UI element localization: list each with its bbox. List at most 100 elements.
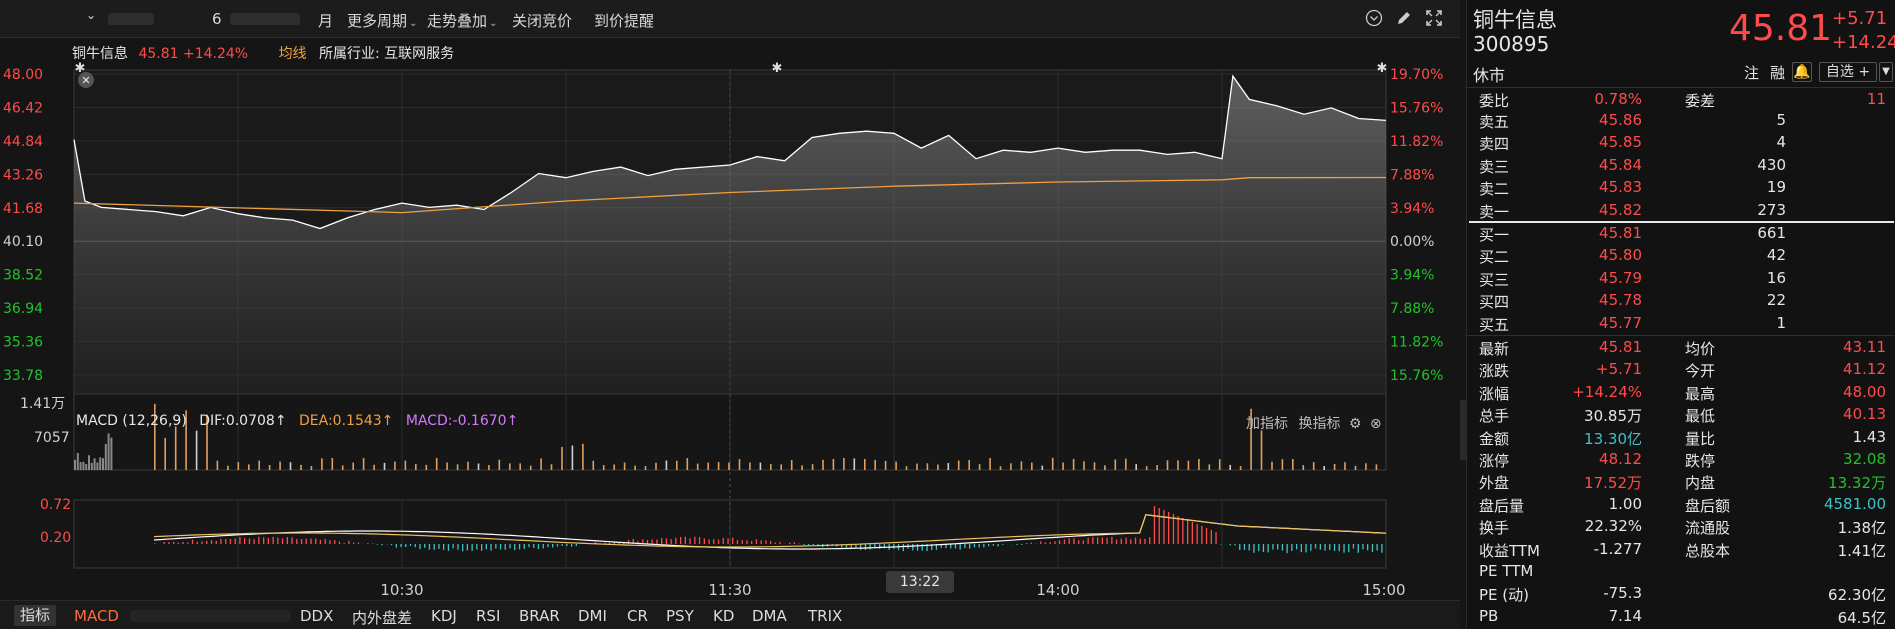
volume-bar <box>592 460 595 470</box>
volume-bar <box>1041 465 1044 470</box>
macd-histogram-bar <box>575 544 577 546</box>
volume-bar <box>926 463 929 470</box>
macd-histogram-bar <box>400 544 402 547</box>
stat-label: 盘后额 <box>1685 496 1731 515</box>
tab-cr[interactable]: CR <box>627 607 648 625</box>
bid-price: 45.80 <box>1599 246 1642 265</box>
macd-histogram-bar <box>196 541 198 544</box>
volume-bar <box>770 464 772 470</box>
tab-macd[interactable]: MACD <box>74 607 119 625</box>
volume-bar <box>561 446 563 470</box>
volume-bar <box>790 460 793 470</box>
volume-bar <box>999 466 1002 470</box>
switch-indicator-button[interactable]: 换指标 <box>1298 416 1341 432</box>
price-axis-tick: 36.94 <box>3 301 43 317</box>
volume-bar <box>102 458 104 470</box>
macd-histogram-bar <box>528 544 530 548</box>
macd-histogram-bar <box>1300 544 1302 553</box>
tab-indicator[interactable]: 指标 <box>14 605 57 626</box>
panel-collapse-handle[interactable] <box>1460 400 1466 460</box>
add-watchlist-button[interactable]: 自选 + <box>1819 62 1877 82</box>
macd-histogram-bar <box>424 544 426 548</box>
macd-histogram-bar <box>1153 506 1156 544</box>
macd-histogram-bar <box>1016 544 1018 545</box>
close-auction-button[interactable]: 关闭竞价 <box>512 12 573 30</box>
tab-kd[interactable]: KD <box>713 607 735 625</box>
tab-inner-outer[interactable]: 内外盘差 <box>352 609 413 627</box>
macd-histogram-bar <box>1338 544 1340 552</box>
macd-histogram-bar <box>305 538 307 544</box>
volume-bar <box>93 458 96 470</box>
tab-kdj[interactable]: KDJ <box>431 607 457 625</box>
macd-histogram-bar <box>1187 520 1189 544</box>
pen-draw-icon[interactable] <box>1394 9 1414 29</box>
tab-dmi[interactable]: DMI <box>578 607 607 625</box>
macd-histogram-bar <box>1376 544 1378 551</box>
price-axis-tick: 41.68 <box>3 201 43 217</box>
pct-axis-tick: 7.88% <box>1390 301 1434 317</box>
period-dropdown-icon[interactable]: ⌄ <box>86 8 97 22</box>
volume-bar <box>602 465 605 470</box>
volume-bar <box>341 465 344 470</box>
tab-psy[interactable]: PSY <box>666 607 694 625</box>
period-tab-6[interactable]: 6 <box>212 10 222 28</box>
market-status: 休市 <box>1473 66 1506 85</box>
macd-histogram-bar <box>1097 537 1099 544</box>
macd-histogram-bar <box>334 540 336 544</box>
chevron-down-icon[interactable]: ▼ <box>1879 62 1893 82</box>
bid-price: 45.79 <box>1599 268 1642 287</box>
close-circle-icon[interactable]: ⊗ <box>1369 416 1382 432</box>
stat-row: 涨幅 +14.24% 最高 48.00 <box>1467 382 1895 404</box>
bell-icon[interactable]: 🔔 <box>1792 62 1812 82</box>
bid-volume: 16 <box>1766 268 1786 287</box>
macd-histogram-bar <box>291 537 293 544</box>
more-periods-menu[interactable]: 更多周期 ⌄ <box>347 12 418 30</box>
committee-diff: 11 <box>1866 90 1886 108</box>
volume-axis-tick: 7057 <box>34 430 70 446</box>
stat-label: 总手 <box>1479 407 1510 426</box>
volume-bar <box>1177 460 1179 470</box>
close-chart-icon <box>78 72 94 88</box>
gear-icon[interactable]: ⚙ <box>1348 416 1362 432</box>
volume-bar <box>352 462 354 470</box>
fullscreen-icon[interactable] <box>1424 9 1444 29</box>
tab-dma[interactable]: DMA <box>752 607 787 625</box>
tab-ddx[interactable]: DDX <box>300 607 334 625</box>
macd-histogram-bar <box>258 536 260 544</box>
intraday-chart[interactable]: 48.00 19.70% 46.42 15.76% 44.84 11.82% 43.26 7.… <box>0 38 1460 595</box>
margin-button[interactable]: 融 <box>1770 64 1786 82</box>
quote-stock-code: 300895 <box>1473 32 1550 56</box>
bid-volume: 22 <box>1766 291 1786 310</box>
macd-histogram-bar <box>717 539 720 544</box>
macd-histogram-bar <box>751 541 753 544</box>
volume-bar <box>425 464 428 470</box>
note-button[interactable]: 注 <box>1744 64 1760 82</box>
add-indicator-button[interactable]: 加指标 <box>1246 416 1288 432</box>
macd-histogram-bar <box>1063 539 1066 544</box>
volume-bar <box>1354 465 1357 470</box>
tab-trix[interactable]: TRIX <box>808 607 843 625</box>
trend-overlay-menu[interactable]: 走势叠加 ⌄ <box>427 12 498 30</box>
macd-histogram-bar <box>220 538 222 544</box>
intraday-chart-svg[interactable]: 48.00 19.70% 46.42 15.76% 44.84 11.82% 43.26 7.… <box>0 38 1460 595</box>
volume-bar <box>895 461 897 470</box>
macd-histogram-bar <box>1021 544 1023 545</box>
stat-label: 流通股 <box>1685 519 1731 538</box>
macd-histogram-bar <box>978 544 980 548</box>
macd-histogram-bar <box>1314 544 1317 549</box>
macd-histogram-bar <box>883 544 885 549</box>
industry-label: 所属行业: 互联网服务 <box>319 46 455 62</box>
volume-bar <box>227 465 229 470</box>
volume-bar <box>331 458 334 470</box>
volume-bar <box>1292 459 1294 470</box>
period-tab-month[interactable]: 月 <box>318 12 334 30</box>
stat-value: 13.30亿 <box>1584 429 1642 448</box>
price-alert-button[interactable]: 到价提醒 <box>594 12 655 30</box>
tab-rsi[interactable]: RSI <box>476 607 501 625</box>
macd-histogram-bar <box>514 544 516 551</box>
collapse-circle-icon[interactable] <box>1364 9 1384 29</box>
macd-value: MACD:-0.1670↑ <box>405 413 519 429</box>
tab-brar[interactable]: BRAR <box>519 607 560 625</box>
macd-histogram-bar <box>372 543 374 544</box>
macd-title[interactable]: MACD (12,26,9) <box>76 413 187 429</box>
